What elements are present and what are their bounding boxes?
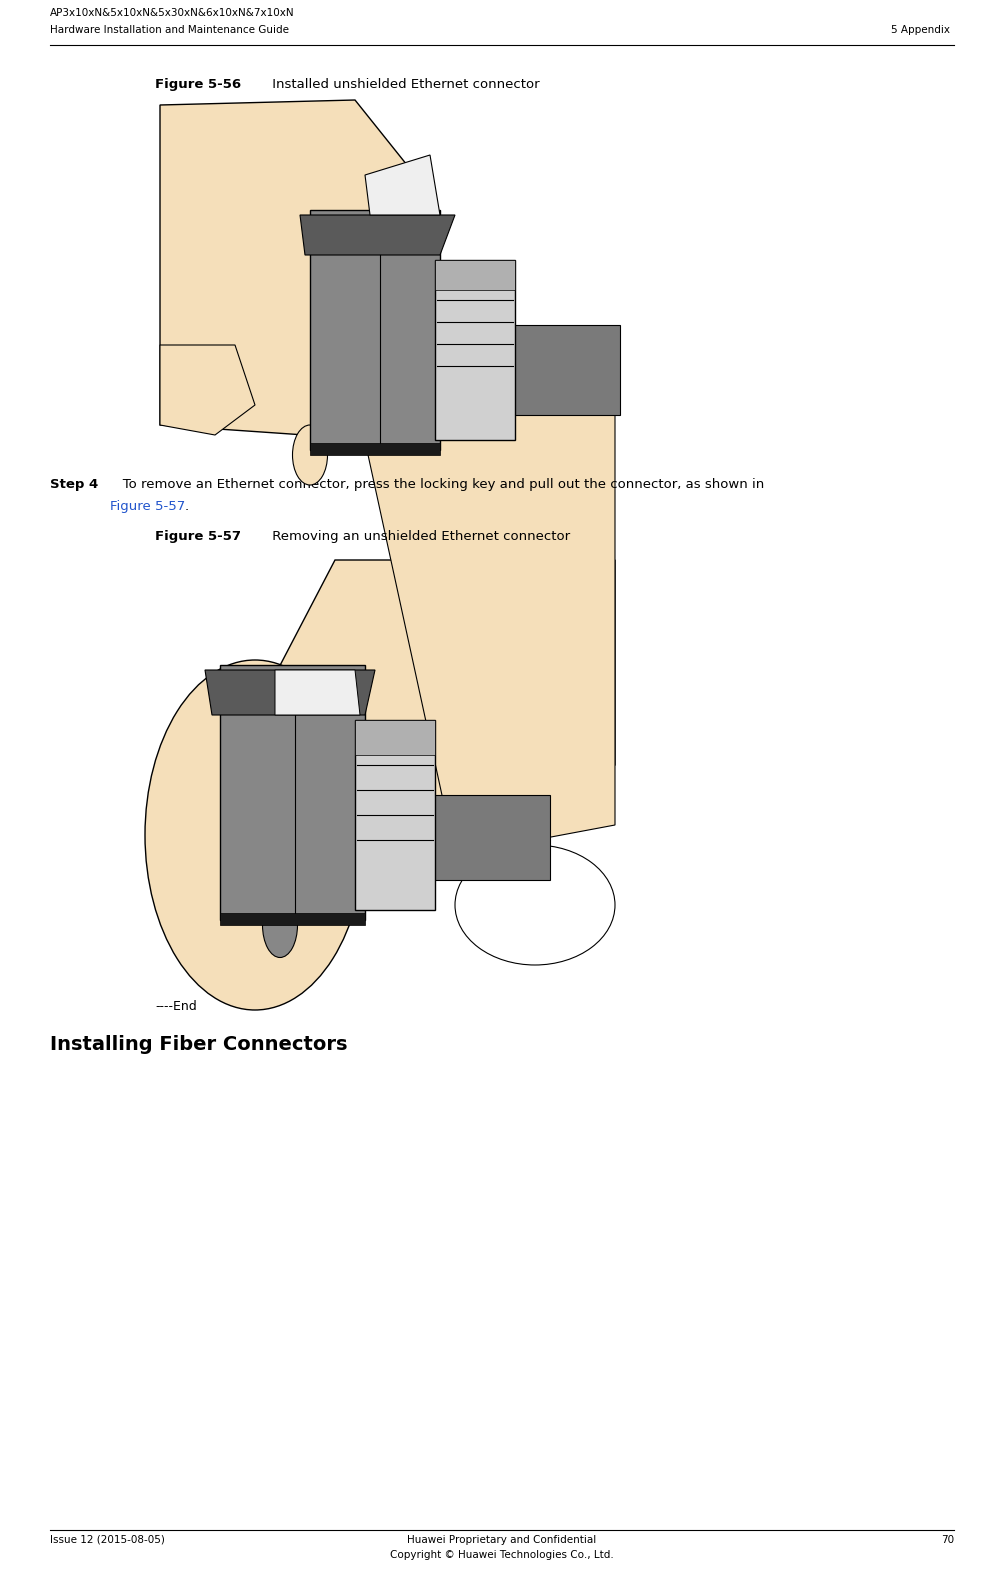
Text: To remove an Ethernet connector, press the locking key and pull out the connecto: To remove an Ethernet connector, press t… xyxy=(110,477,763,491)
Text: Hardware Installation and Maintenance Guide: Hardware Installation and Maintenance Gu… xyxy=(50,25,289,35)
Polygon shape xyxy=(300,215,454,254)
Polygon shape xyxy=(159,345,255,435)
Polygon shape xyxy=(205,670,375,714)
Text: Installed unshielded Ethernet connector: Installed unshielded Ethernet connector xyxy=(268,78,539,91)
Text: Step 4: Step 4 xyxy=(50,477,98,491)
Text: AP3x10xN&5x10xN&5x30xN&6x10xN&7x10xN: AP3x10xN&5x10xN&5x30xN&6x10xN&7x10xN xyxy=(50,8,294,17)
FancyBboxPatch shape xyxy=(355,721,434,911)
Text: ----End: ----End xyxy=(154,1000,197,1013)
FancyBboxPatch shape xyxy=(220,914,365,925)
Polygon shape xyxy=(275,670,360,714)
FancyBboxPatch shape xyxy=(429,794,550,881)
FancyBboxPatch shape xyxy=(154,96,540,435)
Text: 5 Appendix: 5 Appendix xyxy=(890,25,949,35)
FancyBboxPatch shape xyxy=(510,325,620,414)
FancyBboxPatch shape xyxy=(310,210,439,451)
Text: Removing an unshielded Ethernet connector: Removing an unshielded Ethernet connecto… xyxy=(268,531,570,543)
Text: Figure 5-57: Figure 5-57 xyxy=(110,499,186,513)
Ellipse shape xyxy=(144,659,365,1010)
Ellipse shape xyxy=(292,425,327,485)
FancyBboxPatch shape xyxy=(355,721,434,755)
FancyBboxPatch shape xyxy=(434,261,515,290)
Polygon shape xyxy=(159,100,414,435)
Polygon shape xyxy=(275,560,615,835)
Text: Copyright © Huawei Technologies Co., Ltd.: Copyright © Huawei Technologies Co., Ltd… xyxy=(390,1550,613,1561)
Text: Figure 5-56: Figure 5-56 xyxy=(154,78,241,91)
Text: Figure 5-57: Figure 5-57 xyxy=(154,531,241,543)
Polygon shape xyxy=(355,396,615,856)
Text: Huawei Proprietary and Confidential: Huawei Proprietary and Confidential xyxy=(407,1535,596,1545)
Polygon shape xyxy=(365,155,439,215)
Ellipse shape xyxy=(262,892,297,958)
Text: .: . xyxy=(185,499,189,513)
Text: Installing Fiber Connectors: Installing Fiber Connectors xyxy=(50,1035,347,1053)
FancyBboxPatch shape xyxy=(154,556,620,955)
FancyBboxPatch shape xyxy=(310,443,439,455)
FancyBboxPatch shape xyxy=(220,666,365,920)
Text: 70: 70 xyxy=(940,1535,953,1545)
Text: Issue 12 (2015-08-05): Issue 12 (2015-08-05) xyxy=(50,1535,164,1545)
FancyBboxPatch shape xyxy=(434,261,515,440)
